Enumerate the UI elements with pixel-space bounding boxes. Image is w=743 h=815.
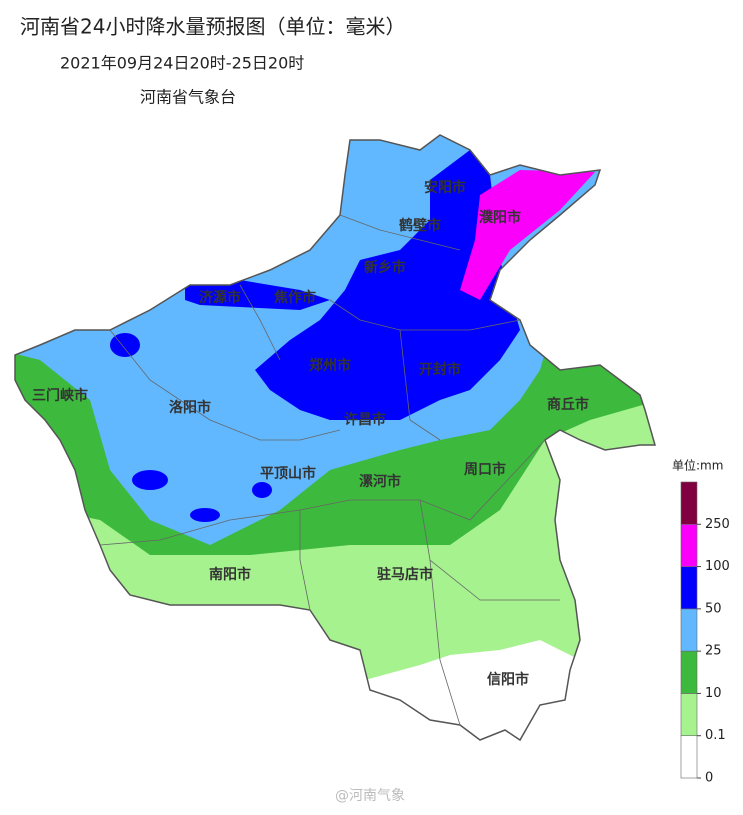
city-label: 济源市 xyxy=(199,289,241,306)
legend-swatch xyxy=(680,566,698,610)
legend-label: 25 xyxy=(705,644,722,659)
legend-swatch xyxy=(680,523,698,567)
title: 河南省24小时降水量预报图（单位：毫米） xyxy=(20,15,405,39)
legend-label: 0 xyxy=(705,771,713,786)
subtitle: 2021年09月24日20时-25日20时 xyxy=(60,54,304,73)
city-label: 三门峡市 xyxy=(32,387,88,404)
legend-title: 单位:mm xyxy=(672,458,723,473)
city-label: 濮阳市 xyxy=(479,209,521,226)
city-label: 周口市 xyxy=(464,461,506,478)
legend-swatch xyxy=(680,481,698,525)
city-label: 漯河市 xyxy=(359,473,401,490)
legend-swatch xyxy=(680,650,698,694)
city-label: 驻马店市 xyxy=(377,566,433,583)
city-label: 郑州市 xyxy=(309,357,351,374)
city-label: 信阳市 xyxy=(487,671,529,688)
city-label: 开封市 xyxy=(419,361,461,378)
legend-label: 50 xyxy=(705,601,722,616)
city-label: 平顶山市 xyxy=(260,465,316,482)
legend-swatch xyxy=(680,693,698,737)
city-label: 洛阳市 xyxy=(169,399,211,416)
legend-label: 100 xyxy=(705,559,730,574)
city-label: 焦作市 xyxy=(273,289,316,306)
city-label: 鹤壁市 xyxy=(399,217,441,234)
legend-swatch xyxy=(680,608,698,652)
city-borders xyxy=(99,214,560,726)
legend-label: 10 xyxy=(705,686,722,701)
city-label: 南阳市 xyxy=(209,566,251,583)
city-label: 新乡市 xyxy=(364,259,406,276)
legend-label: 0.1 xyxy=(705,728,726,743)
legend-swatch xyxy=(680,735,698,779)
agency: 河南省气象台 xyxy=(140,88,236,107)
legend-label: 250 xyxy=(705,517,730,532)
city-label: 许昌市 xyxy=(344,411,386,428)
city-label: 商丘市 xyxy=(547,396,589,413)
city-label: 安阳市 xyxy=(424,179,466,196)
province-outline xyxy=(14,134,656,742)
watermark: @河南气象 xyxy=(335,788,405,804)
